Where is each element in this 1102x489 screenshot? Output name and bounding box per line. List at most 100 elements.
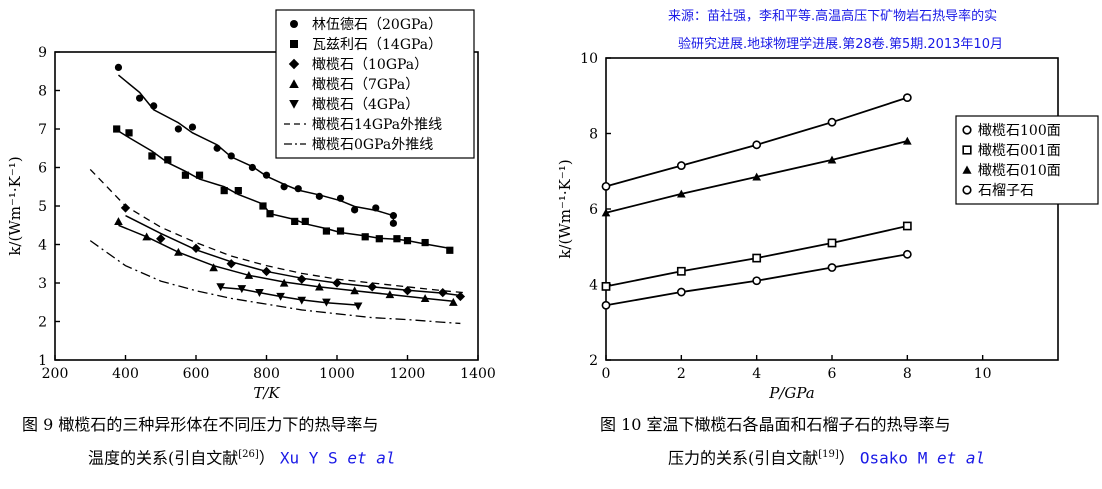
legend-label: 橄榄石100面 bbox=[978, 123, 1061, 139]
legend-marker bbox=[290, 20, 298, 28]
data-point bbox=[601, 281, 611, 291]
data-point bbox=[438, 287, 448, 298]
left-caption-line1: 图 9 橄榄石的三种异形体在不同压力下的热导率与 bbox=[22, 415, 379, 434]
data-point bbox=[266, 210, 274, 218]
series-5 bbox=[216, 283, 363, 311]
data-point bbox=[385, 290, 395, 299]
left-caption-text: 温度的关系(引自文献 bbox=[88, 448, 239, 468]
right-caption-line1: 图 10 室温下橄榄石各晶面和石榴子石的热导率与 bbox=[600, 415, 951, 434]
plot-frame bbox=[605, 57, 1059, 361]
legend-box bbox=[275, 9, 475, 159]
y-tick-label: 8 bbox=[38, 84, 47, 100]
right-caption-text: 压力的关系(引自文献 bbox=[668, 448, 819, 468]
data-point bbox=[297, 274, 307, 284]
data-point bbox=[402, 286, 413, 296]
data-point bbox=[446, 246, 454, 254]
data-point bbox=[261, 266, 272, 277]
right-caption-author: Osako M et al bbox=[859, 448, 986, 468]
y-tick-label: 2 bbox=[589, 353, 598, 369]
data-point bbox=[752, 140, 762, 150]
x-tick-label: 4 bbox=[752, 366, 761, 382]
legend-marker bbox=[962, 145, 972, 155]
data-point bbox=[367, 282, 377, 292]
data-point bbox=[248, 163, 256, 172]
data-point bbox=[902, 249, 912, 259]
x-tick-label: 10 bbox=[974, 366, 992, 382]
data-point bbox=[181, 171, 190, 179]
data-point bbox=[213, 144, 221, 152]
data-point bbox=[276, 292, 285, 301]
data-point bbox=[351, 206, 359, 214]
legend-marker bbox=[290, 40, 298, 48]
right-caption-close: ） bbox=[838, 448, 855, 468]
data-point bbox=[291, 217, 299, 225]
data-point bbox=[827, 155, 837, 164]
left-caption-author: Xu Y S et al bbox=[279, 448, 396, 468]
legend-label: 石榴子石 bbox=[978, 183, 1034, 199]
x-tick-label: 400 bbox=[112, 366, 139, 382]
data-point bbox=[297, 296, 307, 305]
right-caption-ref: [19] bbox=[818, 449, 839, 460]
data-point bbox=[827, 117, 837, 127]
data-point bbox=[220, 187, 228, 195]
data-point bbox=[234, 187, 242, 195]
data-point bbox=[322, 227, 331, 235]
data-point bbox=[752, 276, 762, 286]
data-point bbox=[601, 300, 611, 310]
data-point bbox=[259, 202, 267, 210]
series-4 bbox=[114, 217, 458, 306]
data-point bbox=[677, 189, 686, 198]
data-point bbox=[375, 235, 383, 243]
y-tick-label: 6 bbox=[589, 202, 598, 218]
series-1 bbox=[114, 63, 397, 227]
legend-label: 橄榄石（7GPa） bbox=[312, 77, 419, 93]
legend-marker bbox=[289, 100, 299, 109]
x-tick-label: 600 bbox=[183, 366, 210, 382]
data-point bbox=[336, 194, 345, 202]
y-axis-label: k/(Wm⁻¹·K⁻¹) bbox=[556, 159, 574, 258]
legend-label: 橄榄石0GPa外推线 bbox=[312, 137, 433, 153]
data-point bbox=[227, 152, 235, 160]
data-point bbox=[262, 171, 271, 179]
data-point bbox=[449, 297, 458, 306]
data-point bbox=[601, 181, 611, 191]
data-point bbox=[827, 238, 837, 248]
data-point bbox=[113, 125, 121, 133]
series-3 bbox=[601, 136, 912, 217]
data-point bbox=[301, 217, 309, 225]
chart-right: 0 2 4 6 8 10246810P/GPak/(Wm⁻¹·K⁻¹)橄榄石100面橄榄石… bbox=[556, 51, 1099, 402]
data-point bbox=[237, 285, 247, 294]
data-point bbox=[601, 208, 611, 217]
y-tick-label: 4 bbox=[589, 278, 598, 294]
data-point bbox=[420, 294, 430, 302]
data-point bbox=[216, 283, 225, 292]
data-point bbox=[389, 219, 397, 227]
x-tick-label: 200 bbox=[42, 366, 69, 382]
data-point bbox=[120, 203, 131, 213]
y-tick-label: 10 bbox=[580, 51, 598, 67]
x-tick-label: 1000 bbox=[319, 366, 355, 382]
data-point bbox=[150, 102, 158, 110]
data-point bbox=[244, 270, 254, 279]
series-line bbox=[89, 240, 461, 325]
data-point bbox=[421, 238, 429, 247]
series-1 bbox=[601, 93, 912, 191]
chart-left: 200 400 600 800 1000 1200 1400 1 2 3 4 5 6 7 8 9 T/K k/(W… bbox=[6, 9, 496, 402]
data-point bbox=[902, 93, 912, 103]
data-point bbox=[393, 235, 401, 243]
data-point bbox=[136, 94, 144, 102]
series-7 bbox=[89, 240, 461, 325]
data-point bbox=[114, 217, 123, 225]
data-point bbox=[752, 172, 761, 181]
legend: 林伍德石（20GPa） 瓦兹利石（14GPa） 橄榄石（10GPa） 橄榄石（7GPa… bbox=[275, 9, 475, 159]
data-point bbox=[361, 233, 369, 241]
x-tick-label: 1400 bbox=[460, 366, 496, 382]
data-point bbox=[902, 221, 912, 231]
right-caption-line2: 压力的关系(引自文献[19]） Osako M et al bbox=[668, 444, 985, 469]
data-point bbox=[350, 286, 359, 295]
data-point bbox=[403, 237, 412, 245]
data-point bbox=[195, 171, 204, 179]
y-tick-label: 3 bbox=[38, 276, 47, 292]
left-caption-ref: [26] bbox=[238, 449, 259, 460]
legend-label: 橄榄石（4GPa） bbox=[312, 97, 419, 113]
